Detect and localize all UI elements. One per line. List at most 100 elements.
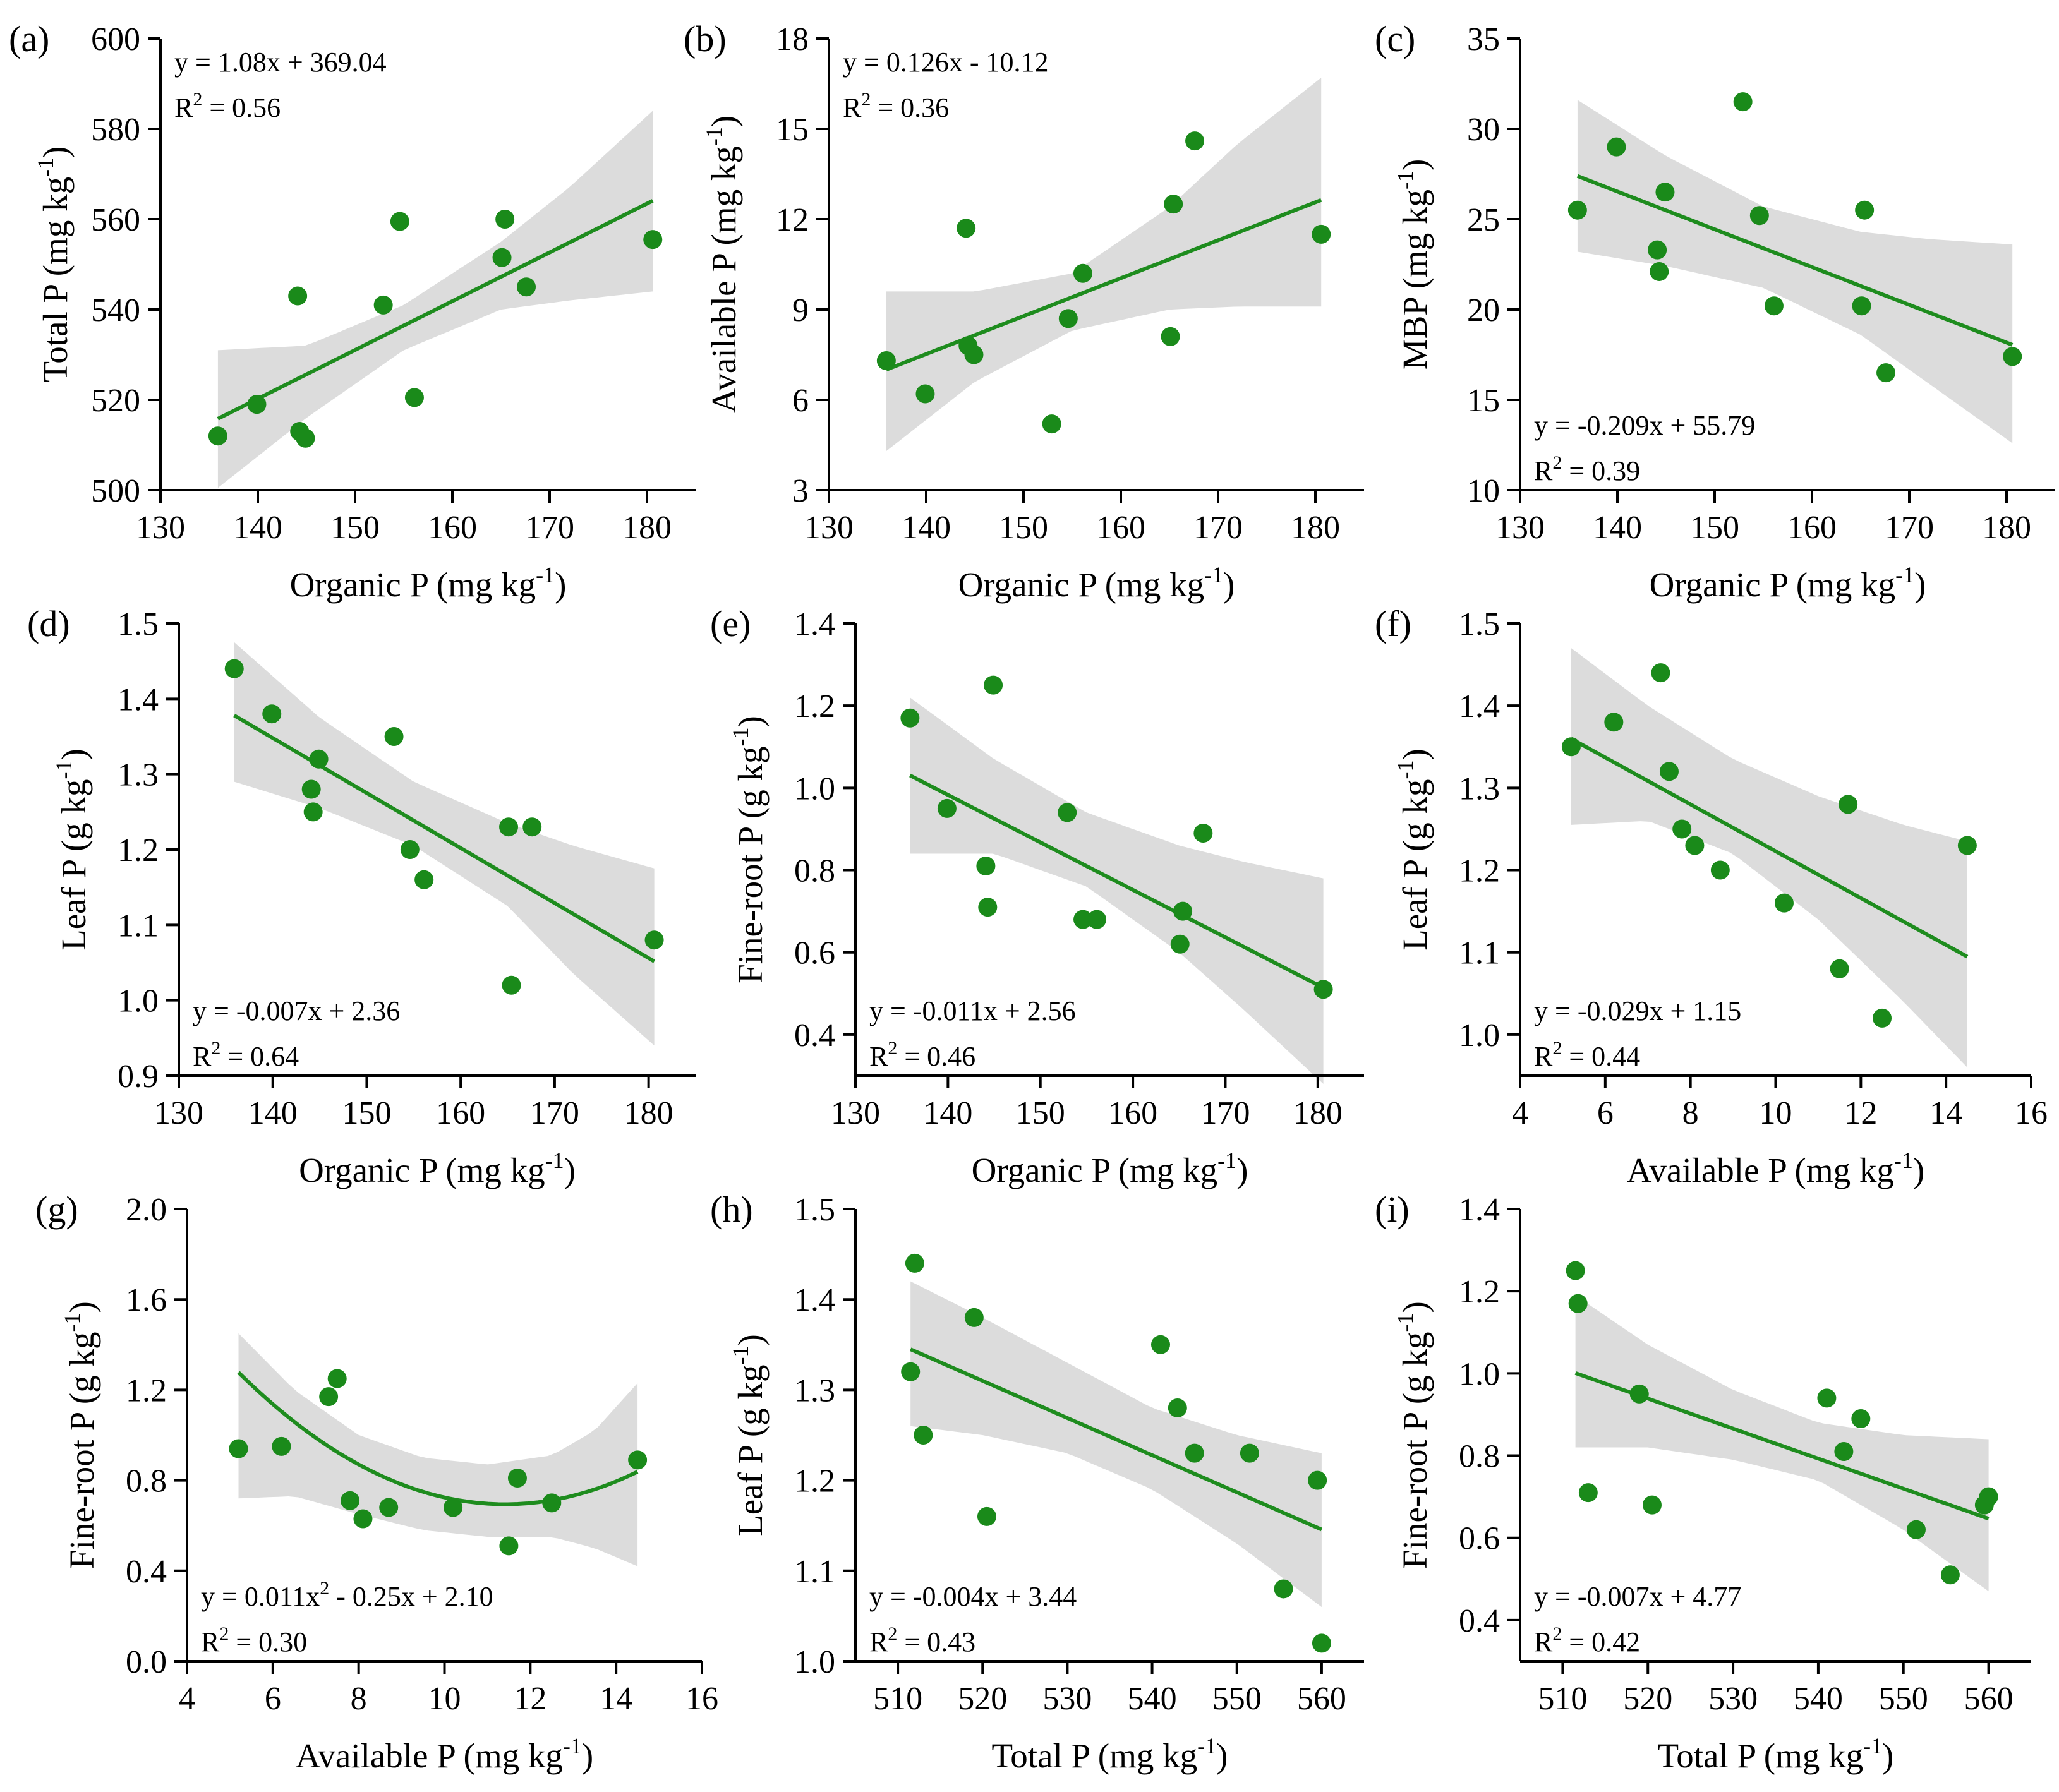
data-point — [1058, 309, 1078, 328]
y-tick-label: 1.0 — [794, 1644, 835, 1680]
data-point — [1733, 92, 1753, 112]
x-tick-label: 140 — [233, 510, 282, 546]
x-tick-label: 14 — [600, 1681, 632, 1717]
x-tick-label: 180 — [624, 1095, 673, 1131]
x-tick-label: 550 — [1879, 1681, 1928, 1717]
x-axis-title: Available P (mg kg-1) — [1627, 1148, 1924, 1189]
x-tick-label: 520 — [1623, 1681, 1672, 1717]
data-point — [1672, 819, 1692, 839]
x-tick-label: 160 — [1787, 510, 1837, 546]
x-axis-title: Organic P (mg kg-1) — [958, 562, 1235, 604]
data-point — [542, 1493, 562, 1513]
data-point — [1855, 200, 1875, 220]
x-tick-label: 140 — [1593, 510, 1642, 546]
x-tick-label: 160 — [428, 510, 477, 546]
regression-equation: y = -0.007x + 4.77 — [1534, 1581, 1741, 1612]
y-tick-label: 0.8 — [794, 853, 835, 889]
x-tick-label: 540 — [1794, 1681, 1843, 1717]
r-squared: R2 = 0.43 — [869, 1623, 975, 1657]
y-tick-label: 1.4 — [1459, 1192, 1500, 1228]
data-point — [1651, 663, 1670, 683]
panel-label: (i) — [1375, 1189, 1410, 1230]
y-axis-title: Total P (mg kg-1) — [33, 147, 75, 383]
x-tick-label: 160 — [1096, 510, 1145, 546]
x-axis-title: Total P (mg kg-1) — [1658, 1733, 1894, 1775]
regression-line — [885, 198, 1322, 371]
data-point — [272, 1436, 291, 1456]
y-tick-label: 1.2 — [1459, 853, 1500, 889]
x-tick-label: 130 — [804, 510, 854, 546]
y-tick-label: 0.4 — [794, 1018, 835, 1054]
data-point — [876, 351, 896, 371]
panel-label: (f) — [1375, 603, 1411, 644]
x-tick-label: 10 — [428, 1681, 461, 1717]
y-tick-label: 18 — [776, 21, 809, 57]
y-axis-title: MBP (mg kg-1) — [1392, 159, 1434, 370]
panel-label: (d) — [27, 603, 70, 644]
x-tick-label: 150 — [330, 510, 380, 546]
x-tick-label: 160 — [1108, 1095, 1157, 1131]
data-point — [964, 1308, 984, 1327]
y-tick-label: 1.2 — [794, 1464, 835, 1500]
x-tick-label: 140 — [902, 510, 951, 546]
data-point — [208, 426, 227, 446]
regression-line — [1576, 174, 2014, 347]
data-point — [915, 384, 935, 404]
y-tick-label: 1.2 — [1459, 1274, 1500, 1310]
y-axis-title: Fine-root P (g kg-1) — [1392, 1301, 1434, 1569]
data-point — [288, 286, 308, 306]
y-tick-label: 35 — [1467, 21, 1500, 57]
r-squared: R2 = 0.56 — [174, 89, 281, 123]
y-tick-label: 6 — [792, 383, 809, 419]
data-point — [262, 704, 282, 724]
y-tick-label: 2.0 — [126, 1192, 167, 1228]
regression-line — [217, 199, 654, 421]
data-point — [1957, 836, 1977, 855]
y-tick-label: 1.0 — [1459, 1018, 1500, 1054]
data-point — [1979, 1487, 1998, 1506]
y-tick-label: 20 — [1467, 292, 1500, 328]
x-tick-label: 150 — [1016, 1095, 1065, 1131]
x-tick-label: 4 — [1512, 1095, 1528, 1131]
data-point — [1876, 363, 1896, 383]
y-axis-title: Fine-root P (g kg-1) — [728, 716, 770, 983]
data-point — [1940, 1565, 1960, 1585]
data-point — [2003, 347, 2022, 366]
data-point — [1073, 910, 1093, 929]
x-tick-label: 510 — [1538, 1681, 1587, 1717]
regression-equation: y = -0.007x + 2.36 — [193, 995, 400, 1026]
data-point — [1274, 1579, 1293, 1599]
y-axis-title: Leaf P (g kg-1) — [1392, 749, 1434, 951]
y-tick-label: 0.8 — [1459, 1439, 1500, 1475]
x-axis-title: Organic P (mg kg-1) — [299, 1148, 576, 1189]
panel-label: (e) — [710, 603, 751, 644]
x-axis-title: Organic P (mg kg-1) — [290, 562, 567, 604]
data-point — [905, 1253, 924, 1273]
regression-equation: y = -0.209x + 55.79 — [1534, 410, 1755, 441]
data-point — [414, 870, 434, 889]
data-point — [1648, 240, 1667, 260]
r-squared: R2 = 0.36 — [843, 89, 949, 123]
y-tick-label: 1.0 — [794, 771, 835, 807]
x-tick-label: 530 — [1708, 1681, 1758, 1717]
confidence-band — [1571, 648, 1967, 1067]
x-tick-label: 140 — [923, 1095, 972, 1131]
y-tick-label: 0.9 — [118, 1059, 159, 1095]
r-squared: R2 = 0.39 — [1534, 452, 1640, 486]
y-tick-label: 15 — [776, 112, 809, 148]
confidence-band — [886, 78, 1322, 451]
x-tick-label: 150 — [1690, 510, 1739, 546]
data-point — [901, 1362, 921, 1381]
x-tick-label: 170 — [530, 1095, 579, 1131]
y-tick-label: 25 — [1467, 202, 1500, 238]
x-tick-label: 550 — [1212, 1681, 1262, 1717]
regression-line — [237, 1371, 639, 1506]
x-tick-label: 180 — [1293, 1095, 1343, 1131]
x-tick-label: 510 — [873, 1681, 922, 1717]
data-point — [400, 840, 420, 859]
data-point — [1161, 327, 1180, 346]
data-point — [444, 1498, 463, 1517]
data-point — [1568, 1294, 1588, 1313]
data-point — [1817, 1388, 1837, 1408]
